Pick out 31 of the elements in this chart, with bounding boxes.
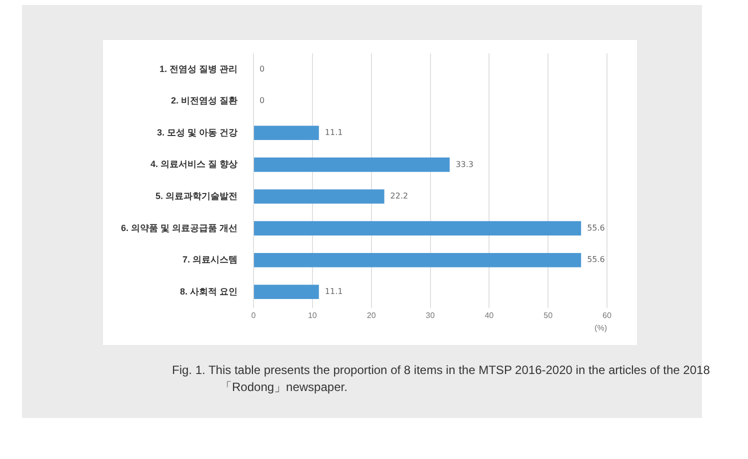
data-label: 0 <box>260 96 265 106</box>
data-label: 33.3 <box>456 160 474 169</box>
y-tick-label: 7. 의료시스템 <box>182 254 238 265</box>
data-label: 11.1 <box>324 128 343 137</box>
x-tick-label: 30 <box>426 310 436 320</box>
bar <box>254 221 582 236</box>
x-tick-label: 10 <box>308 310 318 320</box>
x-axis-title: (%) <box>594 323 608 332</box>
x-tick-label: 40 <box>484 310 494 320</box>
y-tick-label: 1. 전염성 질병 관리 <box>159 64 238 74</box>
x-tick-label: 20 <box>366 310 376 320</box>
data-label: 55.6 <box>587 255 605 264</box>
x-tick-label: 50 <box>544 310 554 320</box>
caption: Fig. 1. This table presents the proportion of 8 items in the MTSP 2016-2020 in the articles of the 2018 「Rodong」newspaper. <box>172 362 711 396</box>
bar <box>254 252 582 268</box>
y-tick-label: 3. 모성 및 아동 건강 <box>156 127 238 138</box>
y-tick-label: 2. 비전염성 질환 <box>170 96 238 106</box>
data-label: 11.1 <box>324 286 343 296</box>
data-label: 55.6 <box>587 223 605 232</box>
y-tick-label: 5. 의료과학기술발전 <box>155 190 238 201</box>
x-tick-label: 60 <box>602 310 612 320</box>
x-tick-label: 0 <box>251 310 256 320</box>
data-label: 22.2 <box>390 192 408 201</box>
bar <box>254 189 384 204</box>
y-tick-label: 6. 의약품 및 의료공급품 개선 <box>120 222 238 233</box>
bar <box>254 284 319 300</box>
bar <box>254 126 319 140</box>
bar <box>254 158 450 172</box>
y-tick-label: 4. 의료서비스 질 향상 <box>150 159 238 170</box>
y-tick-label: 8. 사회적 요인 <box>180 286 238 296</box>
data-label: 0 <box>260 64 265 74</box>
